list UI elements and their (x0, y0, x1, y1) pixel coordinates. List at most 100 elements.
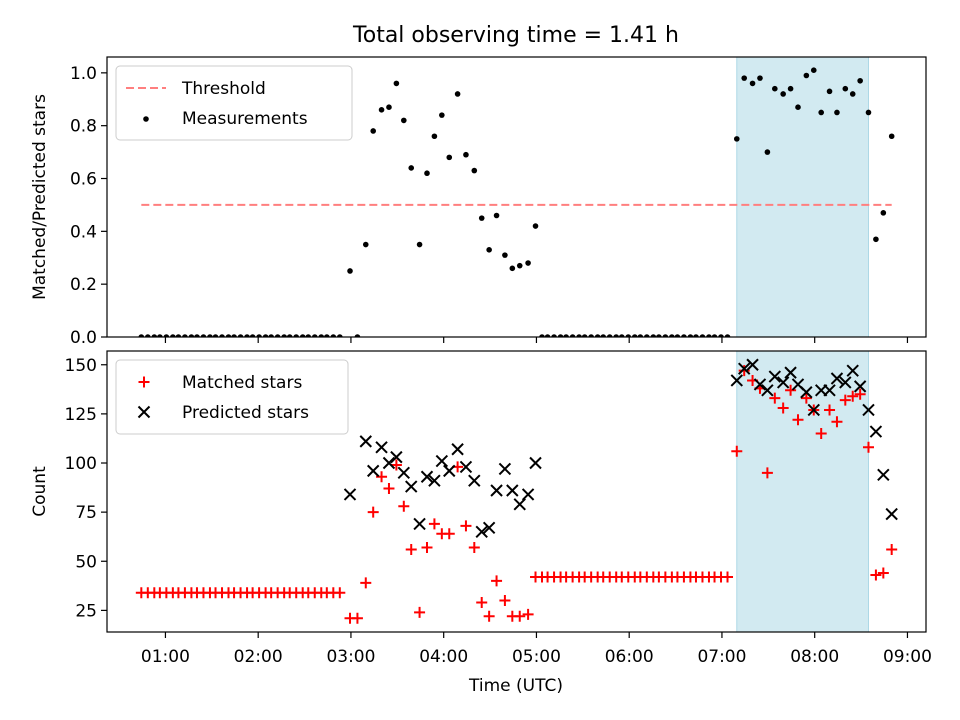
y-tick-label: 25 (75, 601, 97, 621)
data-point (784, 366, 797, 379)
data-point (281, 334, 287, 337)
data-point (557, 334, 564, 337)
data-point (780, 91, 786, 97)
data-point (249, 334, 256, 337)
data-point (847, 390, 859, 402)
data-point (397, 466, 411, 480)
legend-matched-stars-marker (138, 376, 150, 388)
data-point (383, 483, 395, 495)
data-point (877, 468, 890, 482)
legend-box (115, 65, 353, 141)
data-point (401, 117, 407, 124)
data-point (509, 265, 516, 272)
x-axis-label: Time (UTC) (468, 676, 563, 696)
data-point (170, 334, 176, 337)
y-tick-label: 0.2 (70, 275, 97, 295)
data-point (475, 525, 488, 538)
data-point (286, 334, 293, 337)
data-point (525, 260, 531, 266)
data-point (446, 154, 453, 161)
data-point (674, 334, 681, 337)
y-tick-label: 50 (75, 552, 97, 572)
data-point (360, 577, 372, 589)
data-point (870, 569, 882, 581)
data-point (337, 334, 343, 337)
data-point (516, 262, 523, 269)
data-point (207, 334, 213, 337)
data-point (163, 334, 170, 337)
data-point (414, 606, 426, 618)
x-tick-label: 08:00 (790, 647, 839, 667)
data-point (706, 334, 712, 337)
data-point (468, 542, 480, 554)
data-point (390, 459, 402, 471)
data-point (382, 456, 396, 470)
data-point (544, 334, 551, 337)
data-point (451, 443, 464, 456)
axes-frame (106, 350, 927, 633)
x-tick-label: 06:00 (605, 647, 654, 667)
data-point (662, 334, 669, 337)
data-point (650, 334, 657, 337)
data-point (194, 334, 200, 337)
y-tick-label: 0.6 (70, 170, 97, 190)
data-point (431, 133, 438, 140)
legend-measurements-label: Measurements (182, 109, 308, 129)
data-point (810, 67, 817, 74)
data-point (880, 210, 887, 216)
data-point (746, 358, 759, 371)
data-point (416, 241, 423, 248)
plot-area (138, 67, 895, 337)
data-point (522, 608, 534, 620)
legend-predicted-stars-label: Predicted stars (182, 403, 309, 423)
data-point (576, 334, 582, 337)
data-point (498, 462, 512, 476)
data-point (862, 441, 874, 453)
data-point (842, 85, 849, 92)
data-point (413, 517, 426, 531)
data-point (815, 428, 827, 440)
data-point (476, 597, 488, 609)
data-point (420, 470, 434, 483)
data-point (145, 334, 151, 337)
data-point (212, 334, 219, 337)
data-point (182, 334, 188, 337)
data-point (318, 334, 325, 337)
x-tick-label: 05:00 (512, 647, 561, 667)
data-point (637, 334, 644, 337)
panel-count: 25 50 75 100 125 150 01:00 02:00 03:00 04:00 05:00… (30, 350, 932, 667)
data-point (644, 334, 650, 337)
data-point (693, 334, 699, 337)
data-point (854, 388, 866, 400)
legend-box (115, 359, 349, 435)
data-point (443, 464, 456, 478)
data-point (753, 378, 767, 391)
data-point (563, 334, 569, 337)
data-point (724, 334, 731, 337)
data-point (405, 480, 418, 493)
data-point (362, 241, 369, 248)
highlight-span (736, 350, 869, 633)
data-point (200, 334, 207, 337)
data-point (435, 454, 449, 468)
data-point (730, 374, 743, 387)
data-point (443, 528, 455, 540)
data-point (669, 334, 675, 337)
data-point (824, 404, 836, 416)
data-point (569, 334, 576, 337)
data-point (324, 334, 330, 337)
data-point (581, 334, 588, 337)
data-point (225, 334, 232, 337)
data-point (334, 587, 346, 599)
data-point (681, 334, 687, 337)
data-point (514, 610, 526, 622)
data-point (826, 88, 833, 95)
data-point (460, 520, 472, 532)
legend-threshold-label: Threshold (181, 79, 266, 99)
data-point (741, 75, 748, 81)
y-tick-label: 0.8 (70, 117, 97, 137)
data-point (483, 610, 495, 622)
data-point (439, 112, 445, 118)
data-point (521, 488, 535, 501)
data-point (274, 334, 281, 337)
